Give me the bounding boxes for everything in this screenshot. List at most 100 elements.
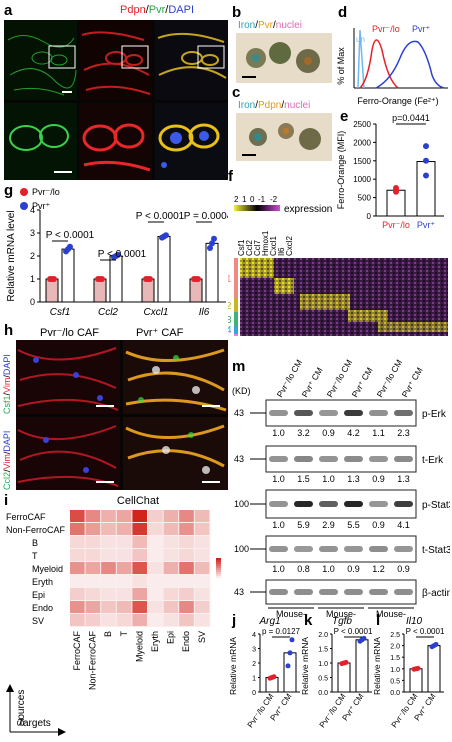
panel-g-ylabel: Relative mRNA level (6, 210, 17, 301)
panel-i-row-label: Epi (32, 590, 45, 600)
panel-m-mouse-label: Mouse- (326, 609, 356, 618)
panel-i-cell (179, 614, 194, 626)
panel-i-col-label: T (119, 631, 129, 637)
panel-i-cell (179, 536, 194, 548)
panel-l-letter: l (376, 612, 381, 629)
panel-k-ytick-label: 0.5 (318, 676, 328, 683)
panel-k-ytick-label: 1.0 (318, 661, 328, 668)
panel-g-bar (205, 242, 219, 303)
panel-k-ylabel: Relative mRNA (302, 637, 310, 695)
panel-i-cell (179, 588, 194, 600)
panel-i-cell (179, 549, 194, 561)
panel-e-chart: Ferro-Orange (MFI) 0 500 1000 1500 2000 2500 Pv… (336, 113, 444, 230)
panel-g-point (147, 276, 153, 282)
panel-i-cell (85, 523, 101, 535)
panel-f-colorbar (234, 205, 280, 211)
panel-i-cell (179, 601, 194, 613)
panel-k-pvalue: P < 0.0001 (334, 627, 373, 636)
panel-a-images (4, 20, 228, 180)
panel-g-bar (189, 278, 203, 303)
panel-m-quant: 1.3 (397, 474, 410, 484)
panel-g-ytick-label: 0 (30, 297, 35, 307)
panel-e-point (423, 143, 429, 150)
panel-m-band (369, 546, 388, 552)
panel-j-point (287, 650, 293, 656)
panel-i-targets-arrowhead (58, 728, 66, 736)
panel-i-row-label: Myeloid (32, 564, 63, 574)
panel-c-legend: Iron/Pdpn/nuclei (238, 100, 311, 111)
panel-m-band (269, 589, 288, 595)
panel-i-cell (116, 523, 132, 535)
panel-m-band (344, 410, 363, 416)
panel-e-point (423, 157, 429, 164)
panel-e-category: Pvr⁺ (417, 220, 436, 230)
panel-f-scale-label: expression (284, 204, 332, 215)
cluster-bar-1 (234, 258, 238, 298)
panel-i-cell (194, 575, 210, 587)
panel-m-lane-label: Pvr⁺ CM (400, 366, 425, 399)
panel-i-cell (116, 575, 132, 587)
panel-d-curve-un (357, 29, 365, 89)
panel-i-targets-label: Targets (18, 718, 51, 729)
panel-d-legend-hi: Pvr⁺ (412, 24, 431, 34)
panel-g-chart: Relative mRNA level 0 1 2 3 4 Csf1 Ccl2 Cxcl1 Il6… (6, 187, 228, 318)
panel-a-micrograph (4, 20, 228, 180)
panel-m-band (394, 410, 413, 416)
panel-m-quant: 1.5 (297, 474, 310, 484)
panel-i-cell (194, 523, 210, 535)
panel-m-quant: 1.3 (347, 474, 360, 484)
panel-k-letter: k (304, 612, 313, 629)
panel-m-band (344, 501, 363, 507)
panel-m-marker: 43 (234, 587, 244, 597)
panel-i-cell (70, 536, 85, 548)
panel-i-col-label: SV (197, 631, 207, 643)
panel-j-gene: Arg1 (258, 616, 280, 627)
panel-i-cell (148, 549, 163, 561)
panel-k-ytick-label: 1.5 (318, 647, 328, 654)
panel-i-cell (148, 575, 163, 587)
panel-i-cell (132, 575, 147, 587)
panel-e-ytick-label: 1000 (353, 175, 371, 184)
gene-label: Csf1 (237, 239, 246, 256)
panel-l-bar (409, 668, 423, 693)
panel-m-band (369, 410, 388, 416)
panel-i-colorbar-step (216, 566, 221, 568)
panel-m-quant: 0.9 (347, 564, 360, 574)
panel-i-cell (116, 536, 132, 548)
cluster-label: 2 (228, 301, 232, 312)
panel-i-cell (163, 549, 179, 561)
panel-m-quant: 1.0 (272, 474, 285, 484)
panel-g-point (51, 276, 57, 282)
scale-tick: -1 (258, 195, 266, 204)
scale-tick: -2 (270, 195, 278, 204)
panel-m-quant: 1.0 (322, 474, 335, 484)
panel-i-cell (85, 575, 101, 587)
panel-i-row-label: Endo (32, 603, 53, 613)
panel-m-quant: 4.2 (347, 428, 360, 438)
panel-i-colorbar-step (216, 564, 221, 566)
panel-g-point (209, 240, 215, 247)
panel-g-point (195, 276, 201, 282)
panel-g-pvalue: P = 0.0004 (184, 211, 228, 222)
panel-m-quant: 0.9 (372, 474, 385, 484)
panel-i-col-label: Endo (181, 631, 191, 652)
panel-m-quant: 1.1 (372, 428, 385, 438)
panel-i-cell (70, 588, 85, 600)
panel-l-category: Pvr⁻/lo CM (390, 692, 420, 730)
panel-f-letter: f (228, 168, 233, 185)
panel-k-ytick-label: 2.0 (318, 632, 328, 639)
panel-g-pvalue: P < 0.0001 (136, 211, 185, 222)
panel-m-quant: 1.0 (272, 428, 285, 438)
panel-i-cell (132, 523, 147, 535)
panel-l-point (433, 641, 439, 647)
panel-i-cell (101, 510, 116, 522)
cluster-bar-5 (234, 334, 238, 336)
cluster-label: 1 (228, 274, 232, 285)
panel-i-cell (101, 536, 116, 548)
panel-m-band (394, 546, 413, 552)
panel-l-ytick-label: 1.5 (390, 655, 400, 662)
panel-m-band (394, 589, 413, 595)
panel-i-cell (132, 510, 147, 522)
panel-m-blot-frame (265, 535, 417, 563)
panel-g-category: Cxcl1 (143, 307, 168, 318)
